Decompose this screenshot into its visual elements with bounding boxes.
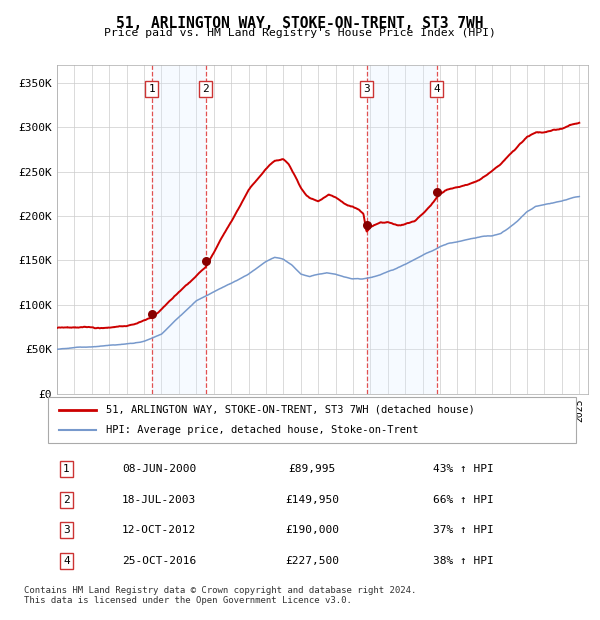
- Text: £190,000: £190,000: [285, 525, 339, 536]
- Text: 25-OCT-2016: 25-OCT-2016: [122, 556, 196, 566]
- Text: 37% ↑ HPI: 37% ↑ HPI: [433, 525, 494, 536]
- Text: 4: 4: [433, 84, 440, 94]
- Text: 38% ↑ HPI: 38% ↑ HPI: [433, 556, 494, 566]
- Text: 4: 4: [63, 556, 70, 566]
- Text: HPI: Average price, detached house, Stoke-on-Trent: HPI: Average price, detached house, Stok…: [106, 425, 419, 435]
- Bar: [367, 65, 437, 394]
- Text: 3: 3: [63, 525, 70, 536]
- Text: 08-JUN-2000: 08-JUN-2000: [122, 464, 196, 474]
- Text: 1: 1: [148, 84, 155, 94]
- Text: 2: 2: [63, 495, 70, 505]
- Text: 1: 1: [63, 464, 70, 474]
- Text: £227,500: £227,500: [285, 556, 339, 566]
- Text: 51, ARLINGTON WAY, STOKE-ON-TRENT, ST3 7WH: 51, ARLINGTON WAY, STOKE-ON-TRENT, ST3 7…: [116, 16, 484, 30]
- FancyBboxPatch shape: [48, 397, 576, 443]
- Bar: [152, 65, 206, 394]
- Text: 12-OCT-2012: 12-OCT-2012: [122, 525, 196, 536]
- Text: Contains HM Land Registry data © Crown copyright and database right 2024.
This d: Contains HM Land Registry data © Crown c…: [24, 586, 416, 605]
- Text: 43% ↑ HPI: 43% ↑ HPI: [433, 464, 494, 474]
- Text: 66% ↑ HPI: 66% ↑ HPI: [433, 495, 494, 505]
- Text: 3: 3: [363, 84, 370, 94]
- Text: £89,995: £89,995: [289, 464, 335, 474]
- Text: £149,950: £149,950: [285, 495, 339, 505]
- Text: 51, ARLINGTON WAY, STOKE-ON-TRENT, ST3 7WH (detached house): 51, ARLINGTON WAY, STOKE-ON-TRENT, ST3 7…: [106, 405, 475, 415]
- Text: 2: 2: [202, 84, 209, 94]
- Text: Price paid vs. HM Land Registry's House Price Index (HPI): Price paid vs. HM Land Registry's House …: [104, 28, 496, 38]
- Text: 18-JUL-2003: 18-JUL-2003: [122, 495, 196, 505]
